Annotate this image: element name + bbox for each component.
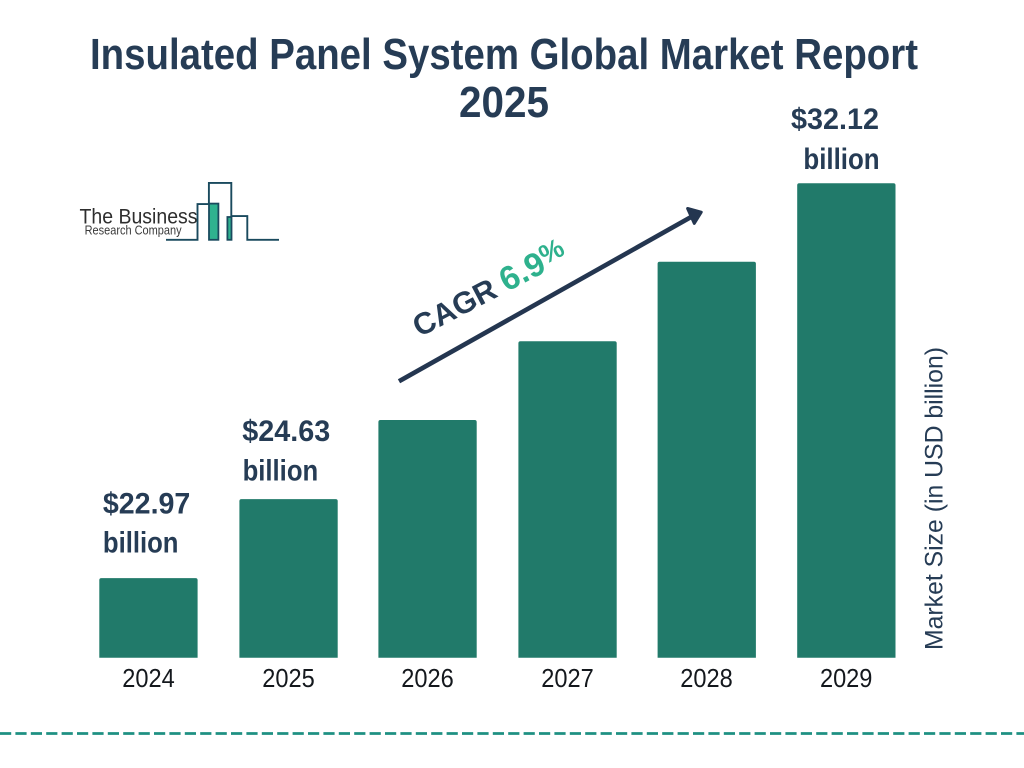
svg-text:billion: billion xyxy=(243,454,319,487)
svg-text:2025: 2025 xyxy=(459,78,549,127)
svg-text:2025: 2025 xyxy=(262,663,315,693)
svg-text:$32.12: $32.12 xyxy=(791,103,879,136)
svg-text:CAGR 6.9%: CAGR 6.9% xyxy=(405,232,573,344)
svg-text:The Business: The Business xyxy=(80,205,198,229)
svg-text:$24.63: $24.63 xyxy=(242,415,330,448)
svg-text:billion: billion xyxy=(103,527,179,560)
svg-text:Insulated Panel System Global: Insulated Panel System Global Market Rep… xyxy=(90,30,918,79)
svg-text:Market Size (in USD billion): Market Size (in USD billion) xyxy=(921,347,949,650)
svg-text:Research Company: Research Company xyxy=(85,222,183,237)
svg-text:$22.97: $22.97 xyxy=(103,487,191,520)
svg-text:2029: 2029 xyxy=(820,663,873,693)
svg-text:billion: billion xyxy=(803,143,879,176)
svg-text:2026: 2026 xyxy=(401,663,454,693)
svg-text:2027: 2027 xyxy=(541,663,594,693)
svg-text:2024: 2024 xyxy=(122,663,175,693)
svg-text:2028: 2028 xyxy=(680,663,733,693)
